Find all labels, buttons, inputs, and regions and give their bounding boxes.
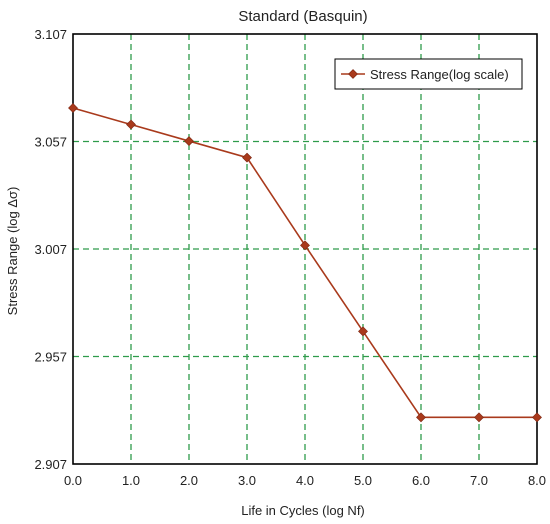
data-point bbox=[126, 119, 136, 130]
x-tick-label: 1.0 bbox=[122, 473, 140, 488]
y-tick-label: 3.057 bbox=[34, 135, 67, 150]
series-layer bbox=[68, 103, 542, 423]
x-tick-label: 6.0 bbox=[412, 473, 430, 488]
legend-box bbox=[334, 58, 523, 90]
data-point bbox=[242, 152, 252, 163]
legend-marker-diamond-icon bbox=[348, 69, 358, 79]
y-tick-label: 2.907 bbox=[34, 457, 67, 472]
legend: Stress Range(log scale) bbox=[334, 58, 523, 90]
data-point bbox=[358, 326, 368, 337]
y-axis-ticks: 2.907 2.957 3.007 3.057 3.107 bbox=[34, 27, 67, 472]
data-point bbox=[532, 412, 542, 423]
data-point bbox=[416, 412, 426, 423]
plot-frame bbox=[72, 33, 538, 465]
chart-title: Standard (Basquin) bbox=[238, 8, 367, 25]
y-axis-title: Stress Range (log Δσ) bbox=[5, 187, 20, 316]
y-tick-label: 3.007 bbox=[34, 242, 67, 257]
x-tick-label: 5.0 bbox=[354, 473, 372, 488]
x-tick-label: 8.0 bbox=[528, 473, 546, 488]
data-point bbox=[184, 136, 194, 146]
data-point bbox=[474, 412, 484, 423]
y-tick-label: 2.957 bbox=[34, 350, 67, 365]
y-tick-label: 3.107 bbox=[34, 27, 67, 42]
x-tick-label: 0.0 bbox=[64, 473, 82, 488]
x-tick-label: 3.0 bbox=[238, 473, 256, 488]
x-axis-title: Life in Cycles (log Nf) bbox=[241, 503, 365, 518]
legend-label: Stress Range(log scale) bbox=[370, 67, 509, 82]
x-tick-label: 2.0 bbox=[180, 473, 198, 488]
data-point bbox=[300, 240, 310, 251]
data-point bbox=[68, 103, 78, 113]
x-tick-label: 4.0 bbox=[296, 473, 314, 488]
x-axis-ticks: 0.0 1.0 2.0 3.0 4.0 5.0 6.0 7.0 8.0 bbox=[64, 473, 546, 488]
x-tick-label: 7.0 bbox=[470, 473, 488, 488]
